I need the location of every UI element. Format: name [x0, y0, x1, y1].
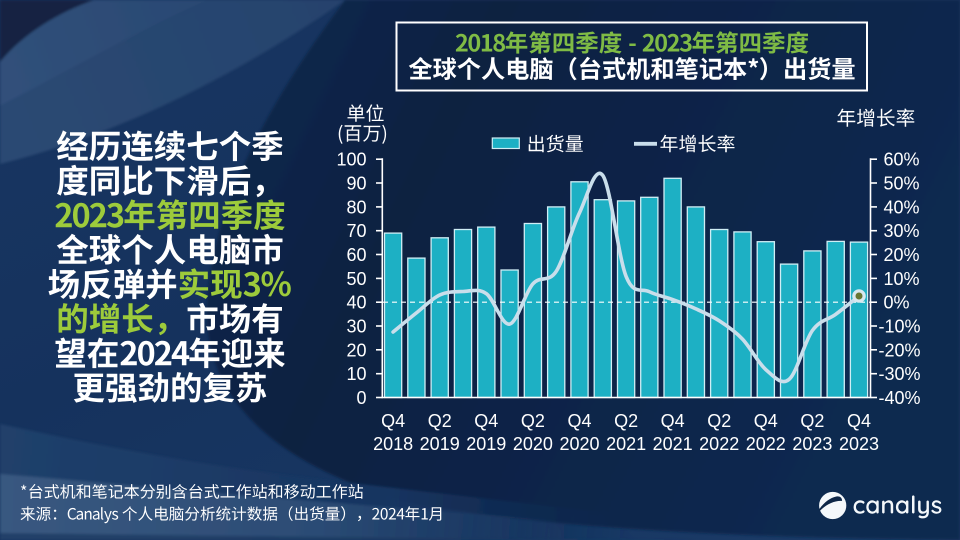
svg-text:Q4: Q4: [474, 411, 498, 431]
svg-text:2021: 2021: [606, 434, 646, 454]
svg-text:30: 30: [346, 317, 366, 337]
svg-text:10%: 10%: [884, 269, 920, 289]
svg-text:Q4: Q4: [567, 411, 591, 431]
svg-text:40: 40: [346, 293, 366, 313]
svg-text:2020: 2020: [559, 434, 599, 454]
svg-text:Q2: Q2: [614, 411, 638, 431]
svg-text:Q4: Q4: [847, 411, 871, 431]
svg-text:-40%: -40%: [879, 388, 921, 408]
svg-text:40%: 40%: [884, 197, 920, 217]
svg-text:2019: 2019: [420, 434, 460, 454]
svg-text:0%: 0%: [884, 293, 910, 313]
svg-text:100: 100: [336, 150, 366, 170]
svg-text:20%: 20%: [884, 245, 920, 265]
svg-text:30%: 30%: [884, 221, 920, 241]
svg-text:2018: 2018: [373, 434, 413, 454]
svg-text:Q4: Q4: [381, 411, 405, 431]
svg-text:60: 60: [346, 245, 366, 265]
svg-text:-30%: -30%: [879, 364, 921, 384]
svg-text:50%: 50%: [884, 174, 920, 194]
svg-text:2019: 2019: [466, 434, 506, 454]
svg-text:2022: 2022: [746, 434, 786, 454]
svg-text:Q4: Q4: [661, 411, 685, 431]
svg-text:-10%: -10%: [879, 317, 921, 337]
svg-text:Q2: Q2: [800, 411, 824, 431]
svg-text:10: 10: [346, 364, 366, 384]
svg-text:60%: 60%: [884, 150, 920, 170]
svg-text:0: 0: [356, 388, 366, 408]
svg-text:90: 90: [346, 174, 366, 194]
svg-text:-20%: -20%: [879, 340, 921, 360]
svg-text:2022: 2022: [699, 434, 739, 454]
svg-text:Q2: Q2: [707, 411, 731, 431]
svg-text:2021: 2021: [653, 434, 693, 454]
svg-text:20: 20: [346, 340, 366, 360]
svg-text:70: 70: [346, 221, 366, 241]
svg-text:80: 80: [346, 197, 366, 217]
svg-text:2023: 2023: [839, 434, 879, 454]
svg-text:2023: 2023: [792, 434, 832, 454]
svg-text:Q2: Q2: [428, 411, 452, 431]
svg-text:2020: 2020: [513, 434, 553, 454]
svg-text:50: 50: [346, 269, 366, 289]
svg-text:Q2: Q2: [521, 411, 545, 431]
svg-text:Q4: Q4: [754, 411, 778, 431]
